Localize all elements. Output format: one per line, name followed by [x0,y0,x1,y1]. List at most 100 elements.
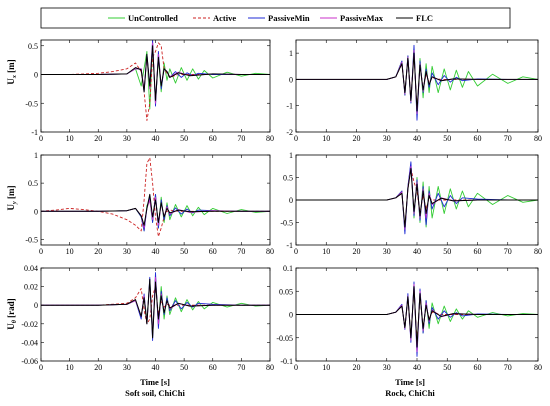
x-tick-label: 0 [294,363,298,372]
x-tick-label: 20 [94,134,102,143]
xlabel-right: Time [s] [395,377,425,387]
x-tick-label: 60 [474,363,482,372]
caption-left: Soft soil, ChiChi [125,388,185,398]
x-tick-label: 60 [209,363,217,372]
x-tick-label: 10 [66,363,74,372]
series-line-active [41,157,270,238]
series-line-flc [41,278,270,339]
legend-entry-uncontrolled: UnControlled [108,13,178,23]
axes-frame [40,39,271,133]
y-tick-label: 0.5 [283,174,293,183]
x-tick-label: 70 [237,247,245,256]
series-line-active [41,42,270,121]
y-tick-label: 1 [289,49,293,58]
x-tick-label: 20 [94,247,102,256]
legend-entry-passivemax: PassiveMax [320,13,384,23]
x-tick-label: 80 [534,134,542,143]
ylabel-row-3: Uθ [rad] [6,298,18,329]
x-tick-label: 10 [322,363,330,372]
y-tick-label: -1 [31,128,38,137]
x-tick-label: 60 [474,247,482,256]
x-tick-label: 80 [534,247,542,256]
y-tick-label: 0.1 [283,264,293,273]
x-tick-label: 70 [237,363,245,372]
series-group [41,40,270,121]
y-tick-label: -0.5 [280,219,293,228]
x-tick-label: 60 [209,247,217,256]
x-tick-label: 30 [123,134,131,143]
x-tick-label: 40 [152,247,160,256]
legend-label: Active [213,13,236,23]
x-tick-label: 80 [266,247,274,256]
x-tick-label: 20 [353,363,361,372]
x-tick-label: 30 [123,247,131,256]
y-tick-label: 0.04 [24,264,38,273]
legend-label: FLC [416,13,433,23]
y-tick-label: 1 [34,151,38,160]
caption-right: Rock, ChiChi [385,388,435,398]
legend-entry-active: Active [193,13,236,23]
legend: UnControlled Active PassiveMin PassiveMa… [40,7,511,29]
x-tick-label: 70 [237,134,245,143]
y-tick-label: -1 [286,241,293,250]
x-tick-label: 80 [534,363,542,372]
x-tick-label: 20 [353,247,361,256]
x-tick-label: 30 [383,363,391,372]
y-tick-label: -0.02 [21,320,38,329]
xlabel-left: Time [s] [140,377,170,387]
x-tick-label: 30 [383,134,391,143]
x-tick-label: 60 [209,134,217,143]
x-tick-label: 60 [474,134,482,143]
x-tick-label: 40 [152,363,160,372]
y-tick-label: 0.05 [279,287,293,296]
series-line-active [296,288,538,343]
series-line-flc [41,45,270,101]
panel-rock-ut: 0 10 20 30 40 50 60 70 80 -0.1 -0.05 0 0.05 0.1 [276,264,542,372]
series-group [296,281,538,357]
y-tick-label: -0.5 [25,99,38,108]
legend-entry-flc: FLC [396,13,433,23]
x-tick-label: 50 [443,363,451,372]
y-tick-label: 0 [34,71,38,80]
legend-label: UnControlled [128,13,178,23]
panel-soft-ux: 0 10 20 30 40 50 60 70 80 -1 -0.5 0 0.5 [25,39,274,143]
x-tick-label: 40 [413,134,421,143]
x-tick-label: 40 [413,247,421,256]
panel-soft-ut: 0 10 20 30 40 50 60 70 80 -0.06 -0.04 -0.02 0 0.02 0.0… [21,264,274,372]
y-tick-label: -2 [286,128,293,137]
series-group [41,272,270,341]
x-tick-label: 0 [294,134,298,143]
y-tick-label: -1 [286,102,293,111]
x-tick-label: 50 [180,247,188,256]
x-tick-label: 20 [353,134,361,143]
x-tick-label: 50 [443,247,451,256]
x-tick-label: 70 [504,247,512,256]
series-line-flc [296,286,538,348]
x-tick-label: 0 [39,134,43,143]
x-tick-label: 40 [413,363,421,372]
series-line-passivemin [296,161,538,235]
panels: 0 10 20 30 40 50 60 70 80-1-0.500.50 10 20 30 40 50 60… [21,39,542,372]
legend-box [40,7,511,29]
y-tick-label: 0 [34,207,38,216]
y-tick-label: -0.1 [280,357,293,366]
x-tick-label: 70 [504,134,512,143]
x-tick-label: 30 [123,363,131,372]
series-line-uncontrolled [296,163,538,232]
y-tick-label: 0 [289,311,293,320]
x-tick-label: 80 [266,134,274,143]
series-line-uncontrolled [41,45,270,110]
y-tick-label: -0.05 [276,334,293,343]
y-tick-label: 0.5 [28,42,38,51]
ylabel-row-2: Uy [m] [6,186,18,211]
y-tick-label: 1 [289,151,293,160]
y-tick-label: -0.04 [21,338,38,347]
x-tick-label: 40 [152,134,160,143]
y-tick-label: -0.5 [25,235,38,244]
series-line-flc [296,168,538,228]
legend-entry-passivemin: PassiveMin [248,13,310,23]
panel-rock-uy: 0 10 20 30 40 50 60 70 80 -1 -0.5 0 0.5 1 [280,151,542,256]
x-tick-label: 30 [383,247,391,256]
